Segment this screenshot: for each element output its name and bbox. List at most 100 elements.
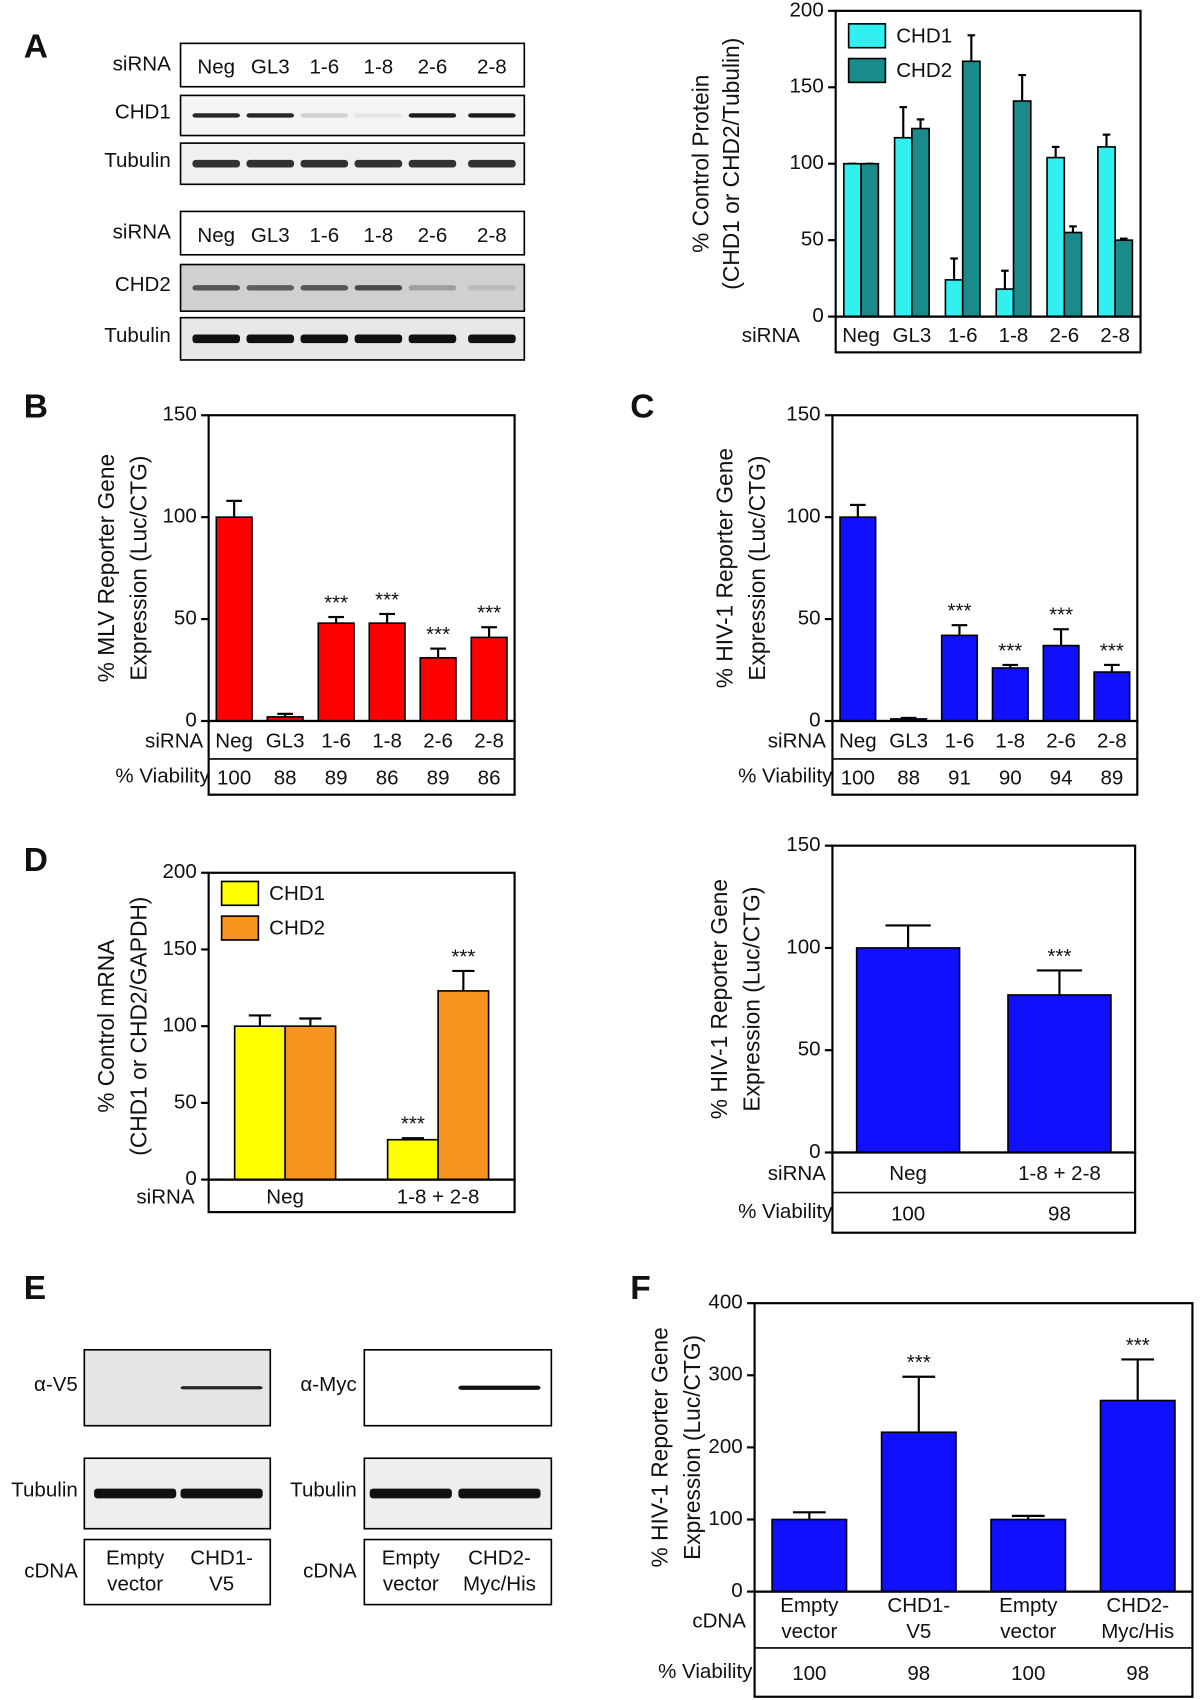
lane-row-label: cDNA — [303, 1559, 357, 1582]
band — [192, 159, 240, 168]
x-tick-label: 2-8 — [1100, 324, 1130, 347]
blot-row-label: α-Myc — [300, 1373, 356, 1396]
viability-value: 98 — [1126, 1662, 1149, 1685]
bar — [911, 127, 930, 318]
y-tick-label: 50 — [174, 606, 197, 629]
x-table — [831, 719, 1139, 796]
x-row-label: siRNA — [768, 730, 826, 753]
viability-value: 98 — [907, 1662, 930, 1685]
y-tick-label: 150 — [786, 403, 820, 426]
y-tick-label: 0 — [185, 708, 196, 731]
lane-box — [179, 210, 526, 256]
x-tick-label: 1-6 — [321, 730, 351, 753]
viability-value: 100 — [217, 766, 251, 789]
x-tick-label: 1-6 — [945, 730, 975, 753]
significance: *** — [998, 639, 1022, 662]
x-tick-label: V5 — [906, 1620, 931, 1643]
viability-value: 89 — [427, 766, 450, 789]
legend-label: CHD1 — [269, 882, 325, 905]
y-tick-label: 150 — [162, 937, 196, 960]
significance: *** — [1047, 945, 1071, 968]
significance: *** — [324, 591, 348, 614]
bar — [233, 1025, 286, 1181]
x-table — [753, 1590, 1194, 1698]
x-tick-label: GL3 — [892, 324, 931, 347]
panel-label: A — [24, 29, 48, 66]
y-tick-label: 100 — [786, 935, 820, 958]
lane-label: GL3 — [251, 56, 290, 79]
x-table — [207, 719, 516, 796]
significance: *** — [401, 1113, 425, 1136]
band — [246, 334, 295, 344]
blot-row-label: CHD2 — [115, 273, 171, 296]
x-tick-label: 2-6 — [423, 730, 453, 753]
viability-value: 100 — [1011, 1662, 1045, 1685]
bar — [842, 162, 862, 318]
y-tick-label: 200 — [162, 860, 196, 883]
significance: *** — [1100, 639, 1124, 662]
lane-label: 1-6 — [309, 224, 339, 247]
band — [369, 1488, 452, 1499]
band — [180, 1386, 263, 1390]
bar — [215, 516, 253, 722]
bar — [1097, 146, 1116, 318]
x-tick-label: 2-6 — [1046, 730, 1076, 753]
band — [458, 1385, 541, 1390]
significance: *** — [947, 600, 971, 623]
viability-value: 90 — [999, 766, 1022, 789]
panel-label: B — [24, 389, 48, 426]
y-axis-label: % HIV-1 Reporter Gene — [647, 1327, 673, 1567]
bar — [990, 1518, 1067, 1593]
x-tick-label: 1-8 + 2-8 — [1018, 1162, 1101, 1185]
viability-value: 89 — [1100, 766, 1123, 789]
viability-value: 91 — [948, 766, 971, 789]
bar — [1046, 156, 1066, 318]
bar — [940, 634, 979, 722]
lane-label: 1-8 — [364, 224, 394, 247]
band — [354, 113, 403, 118]
y-axis-label: % HIV-1 Reporter Gene — [706, 879, 732, 1119]
band — [246, 285, 295, 291]
band — [354, 334, 403, 344]
lane-label: 1-8 — [364, 56, 394, 79]
band — [458, 1488, 541, 1499]
lane-label: 1-6 — [309, 56, 339, 79]
band — [192, 334, 240, 344]
bar — [1007, 994, 1112, 1154]
x-row-label: siRNA — [742, 324, 800, 347]
band — [468, 285, 516, 291]
x-row-label: cDNA — [692, 1609, 746, 1632]
viability-value: 89 — [325, 766, 348, 789]
y-tick-label: 50 — [798, 1038, 821, 1061]
x-tick-label: vector — [781, 1620, 837, 1643]
band — [246, 113, 295, 118]
panel-label: F — [630, 1270, 650, 1307]
bar — [855, 947, 961, 1154]
bar — [839, 516, 877, 722]
x-tick-label: GL3 — [889, 730, 928, 753]
bar — [860, 162, 880, 318]
band — [300, 113, 349, 118]
bar — [944, 279, 964, 318]
y-tick-label: 0 — [731, 1579, 742, 1602]
lane-label: Myc/His — [463, 1572, 536, 1595]
bar — [880, 1431, 957, 1593]
x-tick-label: vector — [1000, 1620, 1056, 1643]
bar — [961, 60, 981, 318]
bar — [1099, 1399, 1176, 1593]
panel-label: D — [24, 842, 48, 879]
lane-label: vector — [107, 1572, 163, 1595]
viability-value: 98 — [1048, 1202, 1071, 1225]
y-axis-label: (CHD1 or CHD2/GAPDH) — [126, 897, 152, 1156]
lane-label: Empty — [382, 1546, 441, 1569]
y-tick-label: 0 — [809, 1140, 820, 1163]
band — [300, 159, 349, 168]
x-tick-label: Neg — [215, 730, 253, 753]
x-tick-label: CHD2- — [1106, 1594, 1169, 1617]
lane-label: 2-8 — [477, 224, 507, 247]
viability-value: 88 — [274, 766, 297, 789]
x-table — [207, 1178, 516, 1214]
legend-label: CHD2 — [896, 59, 952, 82]
y-axis-label: Expression (Luc/CTG) — [744, 456, 770, 681]
